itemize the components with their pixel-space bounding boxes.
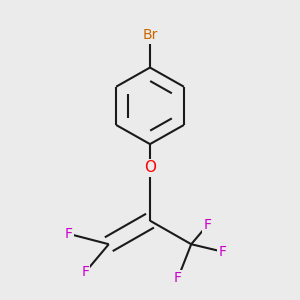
Text: Br: Br bbox=[142, 28, 158, 42]
Text: F: F bbox=[174, 271, 182, 285]
Text: F: F bbox=[203, 218, 211, 232]
Text: O: O bbox=[144, 160, 156, 175]
Text: F: F bbox=[65, 227, 73, 241]
Text: F: F bbox=[218, 244, 226, 259]
Text: F: F bbox=[81, 265, 89, 279]
